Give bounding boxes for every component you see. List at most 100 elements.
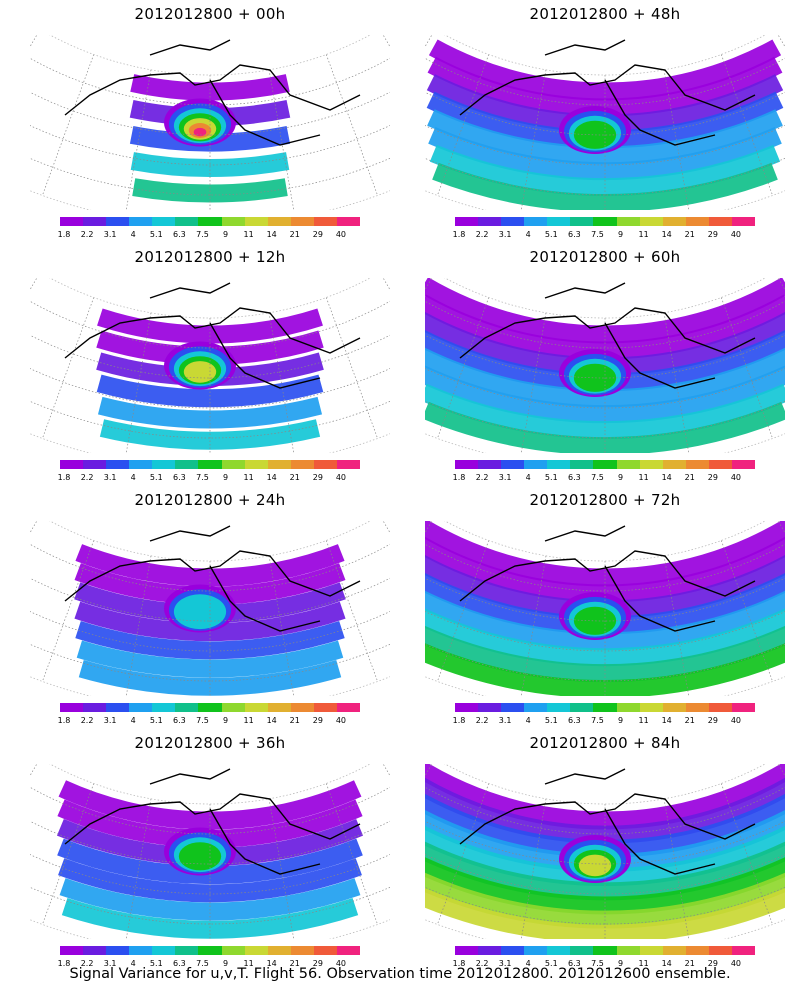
variance-contour — [183, 361, 217, 383]
meridian-line — [437, 54, 490, 196]
colorbar-swatch — [639, 946, 663, 955]
colorbar-tick-label: 9 — [617, 716, 624, 725]
variance-field — [74, 544, 346, 696]
colorbar-swatch — [267, 217, 291, 226]
colorbar — [455, 217, 756, 226]
meridian-line — [268, 312, 295, 453]
colorbar-tick-label: 5.1 — [149, 716, 163, 725]
parallel-line — [425, 368, 785, 409]
variance-band — [425, 848, 785, 915]
colorbar-swatch — [593, 217, 617, 226]
map-plot — [425, 521, 785, 696]
variance-field — [425, 521, 785, 696]
meridian-line — [520, 69, 547, 210]
variance-band — [428, 39, 782, 101]
colorbar-swatch — [244, 217, 268, 226]
meridian-line — [720, 297, 773, 439]
colorbar-tick-label: 40 — [335, 230, 347, 239]
colorbar-swatch — [662, 946, 686, 955]
variance-band — [130, 74, 290, 101]
colorbar-swatch — [708, 946, 732, 955]
colorbar-tick-label: 3.1 — [103, 959, 117, 968]
colorbar-swatch — [570, 460, 594, 469]
meridian-line — [382, 278, 390, 291]
colorbar-swatch — [336, 703, 361, 712]
panel-title: 2012012800 + 24h — [134, 491, 286, 509]
colorbar-swatch — [662, 460, 686, 469]
colorbar-tick-label: 6.3 — [173, 230, 186, 239]
variance-band — [425, 881, 785, 939]
colorbar-swatch — [639, 460, 663, 469]
variance-contour — [178, 842, 222, 871]
variance-band — [58, 858, 362, 903]
colorbar-swatch — [455, 946, 479, 955]
colorbar-tick-label: 1.8 — [452, 716, 466, 725]
colorbar-swatch — [593, 703, 617, 712]
colorbar-tick-label: 1.8 — [452, 473, 466, 482]
colorbar-swatch — [60, 460, 84, 469]
colorbar-swatch — [244, 703, 268, 712]
colorbar-swatch — [221, 946, 245, 955]
meridian-line — [663, 555, 690, 696]
colorbar-swatch — [501, 946, 525, 955]
colorbar-tick-label: 6.3 — [568, 959, 581, 968]
colorbar-tick-label: 4 — [525, 473, 531, 482]
colorbar-tick-label: 7.5 — [196, 959, 209, 968]
variance-band — [425, 401, 785, 453]
forecast-panel: 2012012800 + 00h 1.8 2.2 3.1 4 5.1 6.3 7.5 9 11 14… — [30, 5, 390, 245]
colorbar-tick-label: 2.2 — [80, 473, 94, 482]
variance-band — [429, 144, 781, 197]
variance-band — [425, 831, 785, 901]
colorbar-swatch — [152, 217, 176, 226]
colorbar-swatch — [478, 460, 502, 469]
domain-outline — [30, 35, 390, 210]
colorbar-tick-label: 5.1 — [149, 959, 163, 968]
colorbar-tick-label: 6.3 — [568, 716, 581, 725]
variance-band — [425, 312, 785, 376]
colorbar-tick-label: 7.5 — [591, 716, 604, 725]
colorbar-swatch — [731, 946, 756, 955]
colorbar-tick-label: 2.2 — [80, 230, 94, 239]
colorbar-tick-label: 3.1 — [498, 473, 512, 482]
variance-band — [427, 56, 783, 117]
colorbar-tick-label: 5.1 — [544, 473, 558, 482]
meridian-line — [30, 35, 38, 48]
colorbar-swatch — [313, 946, 337, 955]
variance-band — [61, 897, 359, 939]
colorbar-swatch — [267, 460, 291, 469]
colorbar-swatch — [639, 703, 663, 712]
colorbar-tick-label: 14 — [266, 716, 277, 725]
colorbar-swatch — [221, 217, 245, 226]
colorbar-swatch — [244, 460, 268, 469]
variance-band — [428, 127, 782, 181]
meridian-line — [437, 783, 490, 925]
variance-band — [56, 819, 364, 866]
variance-contour — [578, 854, 612, 877]
variance-band — [74, 563, 346, 605]
colorbar-swatch — [336, 460, 361, 469]
forecast-panel: 2012012800 + 72h 1.8 2.2 3.1 4 5.1 6.3 7.5 9 11 14… — [425, 491, 785, 731]
colorbar-swatch — [106, 703, 130, 712]
colorbar-swatch — [198, 217, 222, 226]
colorbar — [455, 460, 756, 469]
meridian-line — [437, 297, 490, 439]
colorbar — [60, 217, 361, 226]
colorbar-tick-label: 11 — [638, 959, 649, 968]
colorbar-swatch — [685, 946, 709, 955]
colorbar-swatch — [547, 703, 571, 712]
colorbar-tick-label: 7.5 — [196, 473, 209, 482]
map-plot — [30, 278, 390, 453]
colorbar-swatch — [175, 460, 199, 469]
colorbar-tick-label: 14 — [266, 230, 277, 239]
variance-band — [425, 799, 785, 872]
meridian-line — [720, 783, 773, 925]
parallel-line — [425, 543, 785, 592]
meridian-line — [437, 540, 490, 682]
colorbar-swatch — [60, 946, 84, 955]
map-plot — [425, 278, 785, 453]
variance-band — [75, 621, 345, 660]
meridian-line — [268, 69, 295, 210]
colorbar-tick-label: 9 — [222, 959, 229, 968]
forecast-panel: 2012012800 + 60h 1.8 2.2 3.1 4 5.1 6.3 7.5 9 11 14… — [425, 248, 785, 488]
meridian-line — [30, 521, 38, 534]
